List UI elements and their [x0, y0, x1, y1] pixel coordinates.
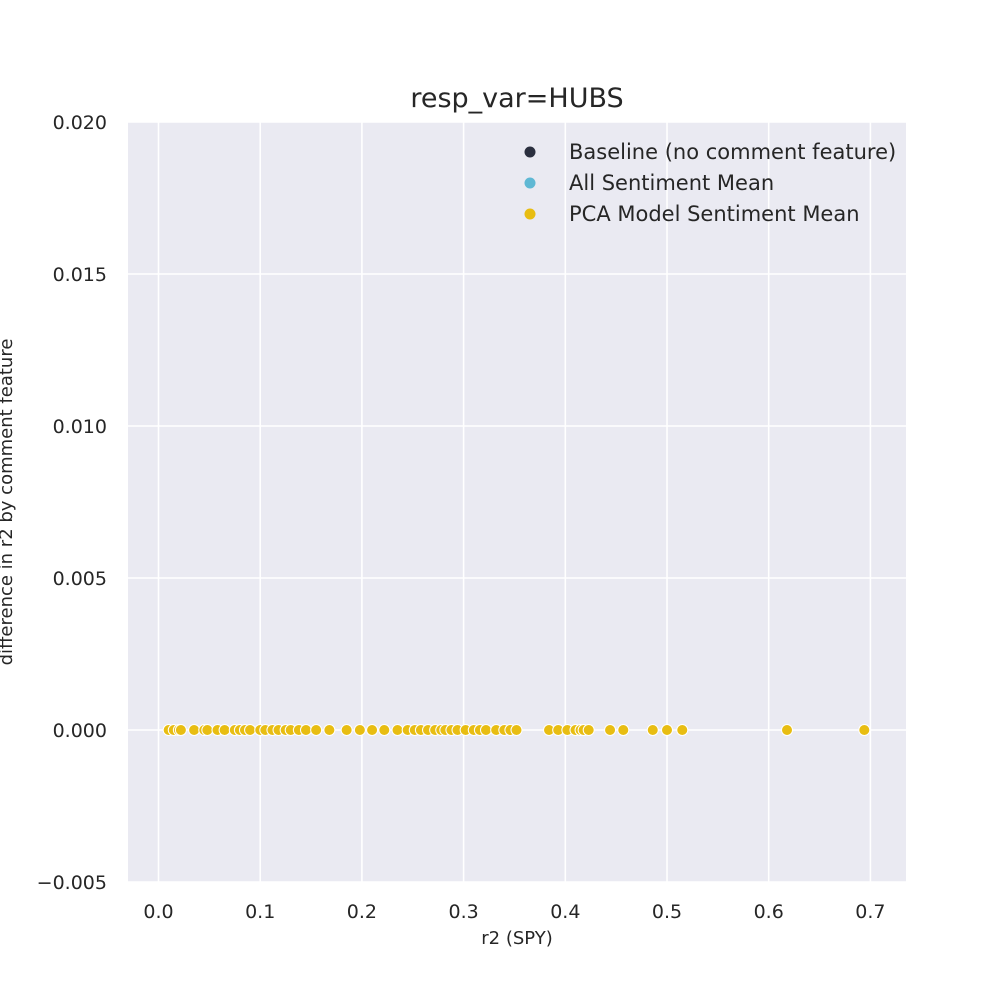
data-point: [646, 724, 659, 736]
data-point: [244, 724, 257, 736]
legend-label-pca-model: PCA Model Sentiment Mean: [569, 202, 860, 226]
data-point: [510, 724, 523, 736]
y-tick-label: −0.005: [37, 872, 107, 894]
data-point: [310, 724, 323, 736]
data-points: [162, 724, 871, 736]
y-tick-label: 0.020: [53, 112, 107, 134]
x-tick-label: 0.7: [855, 901, 885, 923]
x-tick-label: 0.5: [652, 901, 682, 923]
chart-title: resp_var=HUBS: [410, 83, 623, 114]
x-axis-label: r2 (SPY): [481, 928, 553, 949]
x-gridlines: [157, 122, 872, 882]
y-tick-labels: −0.005 0.000 0.005 0.010 0.015 0.020: [37, 112, 107, 894]
data-point: [201, 724, 214, 736]
x-tick-label: 0.6: [754, 901, 784, 923]
data-point: [353, 724, 366, 736]
plot-area: [128, 122, 906, 882]
y-tick-label: 0.005: [53, 568, 107, 590]
legend: Baseline (no comment feature) All Sentim…: [524, 140, 896, 226]
data-point: [323, 724, 336, 736]
data-point: [378, 724, 391, 736]
data-point: [218, 724, 231, 736]
legend-label-baseline: Baseline (no comment feature): [569, 140, 896, 164]
legend-label-all-sentiment: All Sentiment Mean: [569, 171, 774, 195]
data-point: [479, 724, 492, 736]
legend-marker-pca-model: [524, 208, 536, 220]
x-tick-label: 0.3: [448, 901, 478, 923]
y-tick-label: 0.015: [53, 264, 107, 286]
y-tick-label: 0.000: [53, 720, 107, 742]
data-point: [676, 724, 689, 736]
y-tick-label: 0.010: [53, 416, 107, 438]
data-point: [174, 724, 187, 736]
x-tick-label: 0.4: [550, 901, 580, 923]
data-point: [299, 724, 312, 736]
data-point: [604, 724, 617, 736]
data-point: [366, 724, 379, 736]
data-point: [781, 724, 794, 736]
data-point: [391, 724, 404, 736]
data-point: [582, 724, 595, 736]
data-point: [340, 724, 353, 736]
x-tick-label: 0.1: [245, 901, 275, 923]
y-gridlines: [128, 121, 906, 883]
data-point: [858, 724, 871, 736]
data-point: [661, 724, 674, 736]
data-point: [188, 724, 201, 736]
legend-marker-baseline: [524, 146, 536, 158]
y-axis-label: difference in r2 by comment feature: [0, 339, 17, 666]
data-point: [617, 724, 630, 736]
x-tick-labels: 0.0 0.1 0.2 0.3 0.4 0.5 0.6 0.7: [143, 901, 885, 923]
x-tick-label: 0.2: [347, 901, 377, 923]
x-tick-label: 0.0: [143, 901, 173, 923]
legend-marker-all-sentiment: [524, 177, 536, 189]
